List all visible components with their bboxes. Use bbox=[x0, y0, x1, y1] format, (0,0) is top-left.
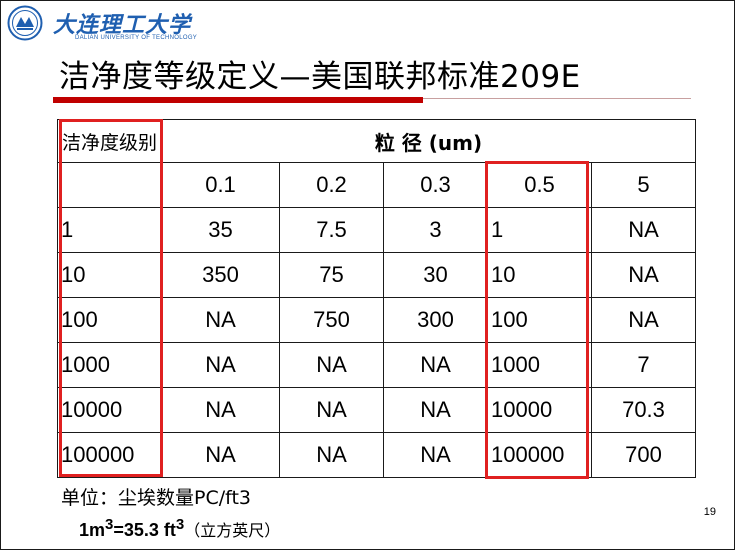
size-cell: 5 bbox=[591, 162, 696, 208]
value-cell: 100000 bbox=[487, 432, 592, 478]
value-cell: NA bbox=[383, 387, 488, 433]
value-cell: 70.3 bbox=[591, 387, 696, 433]
value-cell: NA bbox=[591, 207, 696, 253]
particle-size-header: 粒 径 (um) bbox=[161, 119, 696, 163]
value-cell: 35 bbox=[161, 207, 280, 253]
university-logo-icon bbox=[7, 5, 43, 41]
value-cell: NA bbox=[279, 342, 384, 388]
value-cell: NA bbox=[161, 387, 280, 433]
value-cell: 350 bbox=[161, 252, 280, 298]
level-cell: 100000 bbox=[57, 432, 162, 478]
value-cell: NA bbox=[383, 432, 488, 478]
page-title: 洁净度等级定义—美国联邦标准209E bbox=[59, 59, 581, 95]
size-cell: 0.1 bbox=[161, 162, 280, 208]
value-cell: 300 bbox=[383, 297, 488, 343]
value-cell: 75 bbox=[279, 252, 384, 298]
value-cell: 7 bbox=[591, 342, 696, 388]
value-cell: 3 bbox=[383, 207, 488, 253]
level-cell: 10 bbox=[57, 252, 162, 298]
page-number: 19 bbox=[703, 506, 716, 518]
table-row: 10 350 75 30 10 NA bbox=[57, 252, 696, 298]
size-cell: 0.2 bbox=[279, 162, 384, 208]
university-name-en: DALIAN UNIVERSITY OF TECHNOLOGY bbox=[75, 35, 198, 41]
conversion-unit-name: （立方英尺） bbox=[184, 521, 281, 540]
size-cell: 0.5 bbox=[487, 162, 592, 208]
value-cell: 1000 bbox=[487, 342, 592, 388]
table-row: 100000 NA NA NA 100000 700 bbox=[57, 432, 696, 478]
value-cell: 700 bbox=[591, 432, 696, 478]
cleanliness-table: 洁净度级别 粒 径 (um) 0.1 0.2 0.3 0.5 5 1 35 7.… bbox=[57, 119, 696, 478]
level-cell: 10000 bbox=[57, 387, 162, 433]
level-cell: 100 bbox=[57, 297, 162, 343]
level-cell: 1000 bbox=[57, 342, 162, 388]
title-underline-rule bbox=[423, 98, 691, 99]
conversion-mid: =35.3 ft bbox=[113, 520, 176, 540]
table-header-row: 洁净度级别 粒 径 (um) bbox=[57, 119, 696, 163]
size-cell: 0.3 bbox=[383, 162, 488, 208]
table-row: 10000 NA NA NA 10000 70.3 bbox=[57, 387, 696, 433]
corner-label-cell: 洁净度级别 bbox=[57, 119, 162, 163]
value-cell: 7.5 bbox=[279, 207, 384, 253]
value-cell: NA bbox=[383, 342, 488, 388]
value-cell: NA bbox=[591, 297, 696, 343]
value-cell: 750 bbox=[279, 297, 384, 343]
table-row: 100 NA 750 300 100 NA bbox=[57, 297, 696, 343]
table-row: 1 35 7.5 3 1 NA bbox=[57, 207, 696, 253]
value-cell: 100 bbox=[487, 297, 592, 343]
value-cell: 1 bbox=[487, 207, 592, 253]
title-underline-accent bbox=[53, 97, 423, 103]
value-cell: NA bbox=[279, 387, 384, 433]
value-cell: NA bbox=[161, 342, 280, 388]
value-cell: NA bbox=[591, 252, 696, 298]
empty-cell bbox=[57, 162, 162, 208]
size-header-row: 0.1 0.2 0.3 0.5 5 bbox=[57, 162, 696, 208]
value-cell: NA bbox=[161, 297, 280, 343]
unit-note: 单位：尘埃数量PC/ft3 bbox=[61, 487, 252, 509]
conversion-exponent: 3 bbox=[175, 516, 185, 533]
conversion-exponent: 3 bbox=[105, 516, 114, 533]
value-cell: 10 bbox=[487, 252, 592, 298]
conversion-note: 1m3=35.3 ft3（立方英尺） bbox=[79, 516, 280, 541]
conversion-lhs: 1m bbox=[79, 520, 106, 540]
table-row: 1000 NA NA NA 1000 7 bbox=[57, 342, 696, 388]
value-cell: NA bbox=[279, 432, 384, 478]
value-cell: 30 bbox=[383, 252, 488, 298]
university-name-cn: 大连理工大学 bbox=[53, 12, 192, 38]
value-cell: NA bbox=[161, 432, 280, 478]
value-cell: 10000 bbox=[487, 387, 592, 433]
level-cell: 1 bbox=[57, 207, 162, 253]
